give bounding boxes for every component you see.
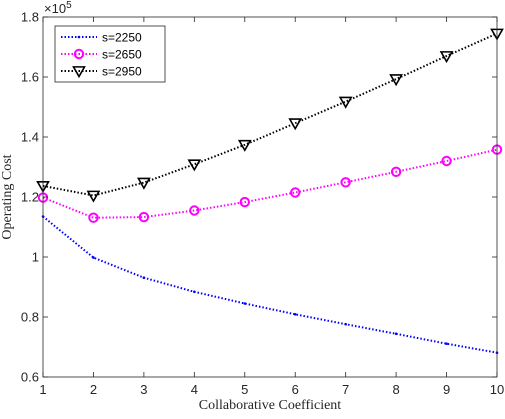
series-line-1 <box>42 148 498 219</box>
y-tick-label: 1.4 <box>21 130 39 145</box>
data-point <box>390 166 402 178</box>
data-point <box>441 155 452 167</box>
data-point <box>142 276 146 280</box>
data-point <box>237 139 252 152</box>
data-point <box>187 159 202 172</box>
data-point <box>344 322 347 326</box>
legend-marker <box>73 48 85 60</box>
data-point <box>445 342 448 346</box>
y-tick-label: 1.6 <box>21 70 39 85</box>
data-point <box>86 190 101 203</box>
legend-label: s=2950 <box>102 65 142 79</box>
legend-marker <box>77 35 81 39</box>
data-point <box>338 96 353 109</box>
legend-box <box>54 25 166 83</box>
x-tick-label: 1 <box>39 382 46 397</box>
series-line-0 <box>42 215 498 354</box>
legend-label: s=2650 <box>102 48 142 62</box>
series-line-2 <box>42 32 498 197</box>
data-point <box>193 290 196 294</box>
y-tick-label: 1 <box>32 250 39 265</box>
data-point <box>394 332 398 336</box>
data-point <box>138 211 150 223</box>
x-tick-label: 9 <box>443 382 450 397</box>
data-point <box>243 302 247 305</box>
x-tick-label: 3 <box>140 382 147 397</box>
y-exponent-power: 5 <box>66 0 72 11</box>
legend: s=2250 s=2650 s=2950 <box>54 25 166 83</box>
y-exponent-label: ×105 <box>44 0 72 16</box>
x-tick-label: 7 <box>342 382 349 397</box>
data-point <box>439 51 454 64</box>
y-tick-label: 1.8 <box>21 10 39 25</box>
x-tick-label: 4 <box>191 382 198 397</box>
x-tick-label: 5 <box>241 382 248 397</box>
data-point <box>137 177 151 190</box>
x-tick-label: 6 <box>292 382 299 397</box>
y-tick-label: 0.8 <box>21 310 39 325</box>
data-point <box>189 205 200 216</box>
data-point <box>290 187 301 198</box>
legend-label: s=2250 <box>102 31 142 45</box>
data-point <box>340 177 351 188</box>
data-point <box>88 212 99 223</box>
x-axis-title: Collaborative Coefficient <box>199 398 342 413</box>
data-point <box>239 196 250 208</box>
x-tick-label: 10 <box>490 382 504 397</box>
x-tick-label: 2 <box>90 382 97 397</box>
data-point <box>293 313 297 316</box>
legend-marker <box>72 66 86 79</box>
y-tick-label: 1.2 <box>21 190 39 205</box>
data-point <box>288 118 303 131</box>
y-axis-title: Operating Cost <box>0 154 15 239</box>
data-point <box>389 74 403 87</box>
y-tick-label: 0.6 <box>21 370 39 385</box>
x-tick-label: 8 <box>392 382 399 397</box>
data-point <box>92 256 95 259</box>
